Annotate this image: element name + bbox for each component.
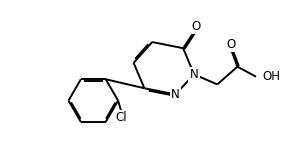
Text: OH: OH xyxy=(262,70,280,83)
Text: N: N xyxy=(171,88,180,101)
Text: O: O xyxy=(226,38,236,51)
Text: Cl: Cl xyxy=(116,111,127,124)
Text: O: O xyxy=(192,20,201,33)
Text: N: N xyxy=(190,68,198,81)
